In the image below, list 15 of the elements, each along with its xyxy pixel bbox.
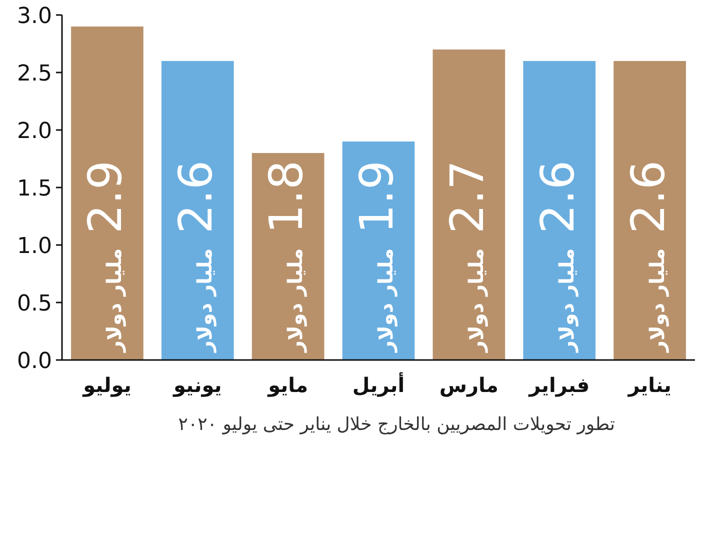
y-tick-label: 3.0 bbox=[17, 4, 52, 29]
y-tick-label: 2.0 bbox=[17, 119, 52, 144]
x-tick-label: يوليو bbox=[82, 373, 132, 397]
x-tick-label: مايو bbox=[267, 373, 308, 397]
x-tick-label: أبريل bbox=[352, 372, 405, 397]
y-tick-label: 1.5 bbox=[17, 176, 52, 202]
x-tick-label: مارس bbox=[439, 373, 498, 397]
text: تطور تحويلات المصريين بالخارج خلال يناير حتى يوليو ٢٠٢٠ bbox=[178, 414, 615, 435]
x-tick-label: فبراير bbox=[528, 373, 590, 397]
y-tick-label: 1.0 bbox=[17, 234, 52, 259]
y-tick-label: 2.5 bbox=[17, 62, 52, 86]
y-tick-label: 0.0 bbox=[17, 349, 52, 374]
y-tick-label: 0.5 bbox=[17, 292, 52, 316]
x-tick-label: يونيو bbox=[172, 373, 222, 397]
x-tick-label: يناير bbox=[627, 373, 672, 397]
